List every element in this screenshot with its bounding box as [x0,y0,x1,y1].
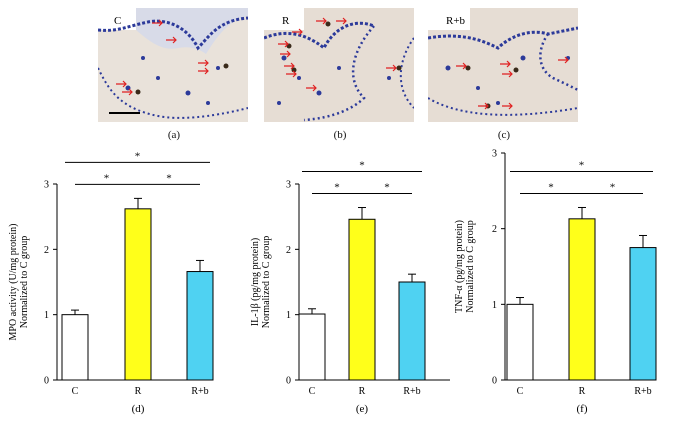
chart-il1b: 0 1 2 3 IL-1β (pg/mg protein) Normalized to C… [250,160,450,415]
micrograph-c: C [98,8,248,122]
chart-il1b-bar-rplusb [398,281,426,381]
chart-tnfa-ylabel-line2: Normalized to C group [465,220,476,312]
chart-mpo-ylabel-line2: Normalized to C group [19,236,30,328]
chart-il1b-category-label: C [309,386,316,397]
chart-il1b-category-label: R+b [403,386,420,397]
chart-mpo-y-tick-label: 3 [44,180,49,191]
micrograph-r: R [264,8,414,122]
panel-label-b: (b) [333,129,347,141]
chart-il1b-ylabel-line1: IL-1β (pg/mg protein) [250,238,261,326]
chart-mpo-bar-c [61,314,89,381]
chart-il1b-y-tick-label: 3 [286,180,291,191]
chart-tnfa-y-tick-label: 0 [492,376,497,387]
chart-tnfa-bar-r [568,218,596,381]
chart-mpo: 0 1 2 3 MPO activity (U/mg protein) Normalize… [8,150,214,415]
chart-il1b-y-tick-label: 1 [286,310,291,321]
chart-mpo-bar-rplusb [186,271,214,381]
chart-tnfa-y-tick-label: 3 [492,149,497,160]
chart-tnfa-panel-label: (f) [577,403,588,415]
chart-tnfa-significance-star: * [579,159,585,171]
chart-mpo-y-tick-label: 0 [44,376,49,387]
chart-tnfa-bar-c [506,303,534,381]
chart-mpo-y-tick-label: 1 [44,310,49,321]
micrograph-rb: R+b [428,8,578,122]
chart-tnfa-category-label: R [579,386,586,397]
chart-tnfa-significance-star: * [610,181,616,193]
svg-text:R: R [282,15,290,27]
chart-mpo-category-label: C [72,386,79,397]
chart-il1b-bar-c [298,313,326,381]
chart-il1b-y-tick-label: 2 [286,245,291,256]
chart-tnfa-significance-star: * [548,181,554,193]
chart-il1b-panel-label: (e) [356,403,369,415]
panel-label-a: (a) [167,129,181,141]
chart-mpo-category-label: R+b [191,386,208,397]
chart-tnfa: 0 1 2 3 TNF-α (pg/mg protein) Normalized to C… [454,149,657,415]
chart-mpo-panel-label: (d) [132,403,145,415]
chart-mpo-category-label: R [135,386,142,397]
chart-il1b-significance-star: * [334,182,340,194]
chart-il1b-ylabel-line2: Normalized to C group [261,236,272,328]
chart-tnfa-y-tick-label: 2 [492,224,497,235]
chart-tnfa-bar-rplusb [629,247,657,381]
chart-tnfa-category-label: C [517,386,524,397]
chart-tnfa-category-label: R+b [634,386,651,397]
svg-text:R+b: R+b [446,15,466,27]
chart-il1b-category-label: R [359,386,366,397]
svg-text:C: C [114,15,121,27]
chart-mpo-bar-r [124,208,152,381]
chart-il1b-significance-star: * [359,160,365,172]
chart-mpo-significance-star: * [135,150,141,162]
panel-label-c: (c) [497,129,511,141]
chart-il1b-y-tick-label: 0 [286,376,291,387]
chart-mpo-significance-star: * [104,172,110,184]
chart-mpo-ylabel-line1: MPO activity (U/mg protein) [8,224,19,341]
chart-il1b-bar-r [348,218,376,381]
chart-il1b-significance-star: * [384,182,390,194]
chart-mpo-y-tick-label: 2 [44,245,49,256]
chart-mpo-significance-star: * [166,172,172,184]
chart-tnfa-y-tick-label: 1 [492,300,497,311]
chart-tnfa-ylabel-line1: TNF-α (pg/mg protein) [454,220,465,313]
